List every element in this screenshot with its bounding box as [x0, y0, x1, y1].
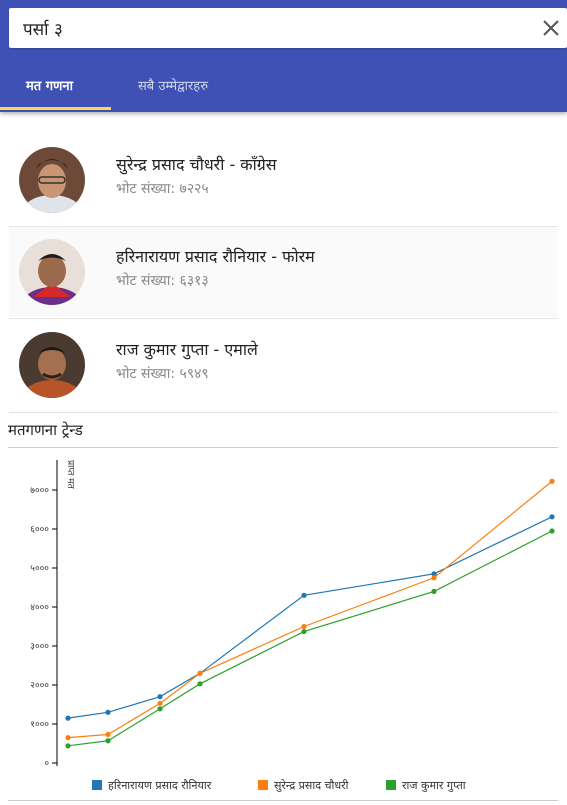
data-point: [157, 694, 163, 700]
data-point: [197, 670, 203, 676]
candidate-votes: भोट संख्या: ६३१३: [116, 273, 209, 289]
y-tick-label: ३०००: [30, 642, 49, 652]
data-point: [301, 628, 307, 635]
y-tick-label: ५०००: [30, 564, 49, 574]
search-bar[interactable]: पर्सा ३: [9, 8, 567, 48]
data-point: [549, 514, 555, 520]
trend-title: मतगणना ट्रेन्ड: [8, 421, 83, 439]
divider: [8, 447, 558, 448]
data-point: [431, 588, 437, 594]
tab-bar: मत गणना सबै उम्मेद्वारहरु: [0, 56, 567, 112]
candidate-item[interactable]: सुरेन्द्र प्रसाद चौधरी - काँग्रेस भोट सं…: [9, 135, 558, 225]
app-header: पर्सा ३ मत गणना सबै उम्मेद्वारहरु: [0, 0, 567, 112]
candidate-name: सुरेन्द्र प्रसाद चौधरी - काँग्रेस: [116, 155, 277, 174]
data-point: [431, 571, 437, 577]
active-tab-indicator: [0, 107, 111, 110]
candidate-name: हरिनारायण प्रसाद रौनियार - फोरम: [116, 247, 315, 266]
candidate-item[interactable]: हरिनारायण प्रसाद रौनियार - फोरम भोट संख्…: [9, 227, 558, 317]
data-point: [431, 575, 437, 581]
candidate-name: राज कुमार गुप्ता - एमाले: [116, 340, 258, 359]
data-point: [65, 715, 71, 721]
close-icon[interactable]: [537, 14, 565, 42]
data-point: [65, 743, 71, 749]
legend-label: सुरेन्द्र प्रसाद चौधरी: [274, 779, 349, 792]
search-input[interactable]: पर्सा ३: [23, 20, 63, 40]
data-point: [157, 706, 163, 712]
legend-swatch: [258, 780, 268, 790]
series-line: [67, 516, 553, 719]
y-tick-label: २०००: [30, 681, 49, 691]
avatar: [19, 332, 85, 398]
y-tick-label: ७०००: [30, 486, 49, 496]
avatar: [19, 147, 85, 213]
divider: [9, 412, 558, 413]
tab-vote-count[interactable]: मत गणना: [26, 79, 74, 94]
legend-label: हरिनारायण प्रसाद रौनियार: [108, 779, 212, 792]
data-point: [549, 478, 555, 484]
series-line: [67, 530, 553, 747]
data-point: [197, 681, 203, 687]
data-point: [301, 623, 307, 630]
candidate-votes: भोट संख्या: ५९४९: [116, 366, 209, 382]
data-point: [105, 731, 111, 738]
legend-label: राज कुमार गुप्ता: [402, 779, 466, 792]
candidate-item[interactable]: राज कुमार गुप्ता - एमाले भोट संख्या: ५९४…: [9, 320, 558, 410]
data-point: [105, 738, 111, 744]
vote-trend-chart: प्राप्त मत ० १००० २००० ३००० ४००० ५००० ६००० ७०००…: [30, 460, 555, 792]
data-point: [301, 592, 307, 598]
legend-swatch: [386, 780, 396, 790]
series-line: [67, 480, 553, 739]
candidate-votes: भोट संख्या: ७२२५: [116, 181, 209, 197]
data-point: [65, 735, 71, 741]
data-point: [157, 700, 163, 706]
y-axis-label: प्राप्त मत: [65, 460, 75, 490]
divider: [8, 800, 558, 801]
data-point: [105, 709, 111, 715]
divider: [9, 226, 558, 227]
tab-all-candidates[interactable]: सबै उम्मेद्वारहरु: [138, 79, 208, 94]
y-tick-label: १०००: [30, 720, 49, 730]
legend-swatch: [92, 780, 102, 790]
y-tick-label: ४०००: [30, 603, 49, 613]
divider: [9, 318, 558, 319]
data-point: [549, 528, 555, 534]
avatar: [19, 239, 85, 305]
y-tick-label: ०: [44, 759, 49, 769]
y-tick-label: ६०००: [30, 525, 49, 535]
